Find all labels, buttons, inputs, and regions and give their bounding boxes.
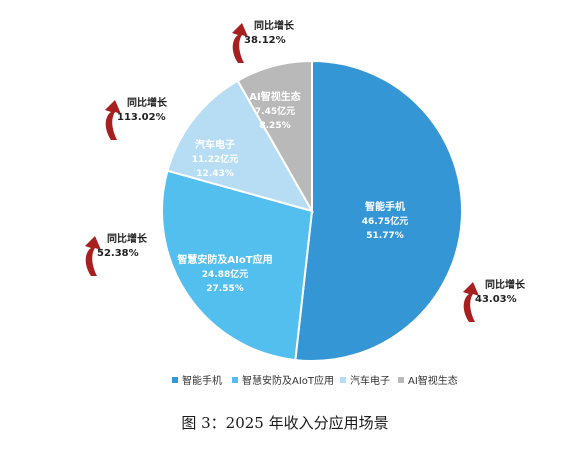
growth-label: 同比增长 [107,232,148,245]
slice-name-label-ai-vision: AI智视生态 [249,90,300,103]
legend-label-smartphone: 智能手机 [182,374,222,387]
slice-labels-layer: 智能手机 46.75亿元 51.77% 智慧安防及AIoT应用 24.88亿元 27.55… [177,90,408,294]
growth-value: 52.38% [97,248,139,259]
growth-value: 43.03% [475,294,517,305]
growth-arrow-icon [232,23,248,63]
growth-arrow-icon [463,282,479,322]
legend-swatch-ai-vision [398,377,404,383]
legend-swatch-smartphone [172,377,178,383]
growth-annotations-layer: 同比增长 43.03% 同比增长 52.38% 同比增长 113.02% 同比增长 38.12… [85,19,526,322]
slice-value-label-ai-vision: 7.45亿元 [255,105,295,117]
growth-label: 同比增长 [254,19,295,32]
pie-slice-smartphone [294,59,463,362]
growth-label: 同比增长 [485,278,526,291]
legend-label-ai-vision: AI智视生态 [408,374,458,387]
slice-name-label-security-aiot: 智慧安防及AIoT应用 [177,253,272,266]
slice-name-label-smartphone: 智能手机 [365,200,405,213]
growth-value: 38.12% [244,35,286,46]
legend: 智能手机 智慧安防及AIoT应用 汽车电子 AI智视生态 [172,374,458,387]
growth-label: 同比增长 [127,96,168,109]
growth-arrow-icon [85,236,101,276]
growth-value: 113.02% [117,112,166,123]
pie-slice-ai-vision [236,59,313,215]
pie-slice-security-aiot [160,169,314,362]
legend-label-automotive: 汽车电子 [350,374,390,387]
slice-percent-label-security-aiot: 27.55% [206,284,244,294]
legend-label-security-aiot: 智慧安防及AIoT应用 [242,374,334,387]
growth-arrow-icon [105,100,121,140]
legend-swatch-security-aiot [232,377,238,383]
slice-value-label-smartphone: 46.75亿元 [362,215,408,227]
pie-slice-automotive [166,79,315,213]
slice-value-label-automotive: 11.22亿元 [192,153,238,165]
legend-swatch-automotive [340,377,346,383]
slice-percent-label-ai-vision: 8.25% [259,121,290,131]
slice-percent-label-smartphone: 51.77% [366,231,404,241]
figure-caption: 图 3：2025 年收入分应用场景 [181,414,389,432]
slice-value-label-security-aiot: 24.88亿元 [202,268,248,280]
slice-name-label-automotive: 汽车电子 [195,138,235,151]
slices-layer [160,59,463,362]
slice-percent-label-automotive: 12.43% [196,169,234,179]
